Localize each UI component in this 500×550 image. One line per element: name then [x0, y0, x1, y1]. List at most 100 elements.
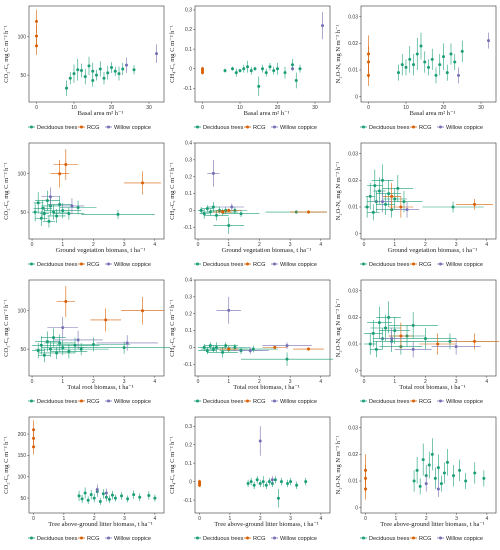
y-axis-label: N₂O-N, mg N m⁻² h⁻¹: [335, 436, 342, 495]
y-tick-label: 0.2: [185, 27, 192, 33]
legend-label-willow: Willow coppice: [114, 399, 151, 405]
y-axis-label: N₂O-N, mg N m⁻² h⁻¹: [335, 25, 342, 84]
y-tick-label: 0.1: [185, 461, 192, 467]
scatter-plot: 0 10 20 30 -0.1 0 0.1 0.2 0.3 Basal area m² h⁻¹ CH…: [169, 5, 331, 131]
data-point: [221, 350, 225, 354]
data-point: [104, 491, 108, 495]
plot-frame: [360, 5, 497, 103]
series-deciduous: [32, 328, 171, 363]
data-point: [58, 341, 62, 345]
data-point: [227, 224, 231, 228]
data-point: [238, 69, 242, 73]
data-point: [487, 39, 490, 43]
x-axis-label: Tree above-ground litter biomass, t ha⁻¹: [48, 521, 152, 528]
data-point: [91, 69, 95, 73]
x-axis-label: Basal area m² h⁻¹: [78, 110, 124, 117]
x-axis-label: Ground vegetation biomass, t ha⁻¹: [56, 247, 146, 254]
scatter-plot: 0 10 20 30 0 0.01 0.02 0.03 Basal area m² h⁻¹ N₂O…: [335, 5, 497, 131]
data-point: [415, 468, 419, 472]
data-point: [430, 57, 434, 61]
legend-key-point: [196, 536, 199, 540]
data-point: [202, 345, 206, 349]
data-point: [205, 207, 209, 211]
data-point: [36, 349, 40, 353]
x-tick-label: 2: [259, 516, 262, 522]
data-point: [106, 71, 110, 75]
data-point: [110, 65, 113, 69]
legend-key-point: [246, 399, 249, 403]
legend-label-rcg: RCG: [253, 125, 265, 131]
legend-label-rcg: RCG: [419, 262, 431, 268]
data-point: [283, 71, 287, 75]
x-tick-label: 0: [197, 379, 200, 385]
scatter-plot: 0 1 2 3 4 -0.1 0 0.1 0.2 0.3 Tree above-ground lit…: [169, 416, 331, 542]
legend-label-willow: Willow coppice: [114, 125, 151, 131]
data-point: [76, 338, 80, 342]
x-tick-label: 3: [455, 516, 458, 522]
legend-key-point: [412, 536, 415, 540]
data-point: [155, 52, 158, 56]
x-tick-label: 30: [478, 105, 484, 111]
data-point: [457, 73, 460, 77]
legend-label-willow: Willow coppice: [280, 536, 317, 542]
series-rcg: [32, 420, 36, 455]
x-tick-label: 1: [61, 242, 64, 248]
data-point: [76, 206, 80, 210]
data-point: [448, 339, 452, 343]
data-point: [289, 480, 293, 484]
data-point: [258, 481, 262, 485]
data-point: [421, 458, 425, 462]
x-tick-label: 3: [123, 379, 126, 385]
x-tick-label: 2: [424, 379, 427, 385]
x-axis-label: Tree above-ground litter biomass, t ha⁻¹: [214, 521, 318, 528]
data-point: [201, 67, 204, 71]
data-point: [415, 52, 419, 56]
data-point: [298, 67, 302, 71]
data-point: [452, 474, 456, 478]
legend-label-willow: Willow coppice: [446, 125, 483, 131]
legend-key-point: [107, 536, 110, 540]
y-tick-label: -0.1: [183, 86, 192, 92]
legend-label-deciduous: Deciduous trees: [37, 399, 78, 405]
series-willow: [424, 475, 440, 497]
data-point: [239, 212, 243, 216]
data-point: [132, 493, 136, 497]
chart-panel: 0 1 2 3 4 0 0.01 0.02 0.03 Ground vegetation biom…: [334, 139, 500, 276]
y-tick-label: 0.3: [185, 158, 192, 164]
data-point: [276, 67, 279, 71]
x-tick-label: 0: [31, 242, 34, 248]
data-point: [87, 64, 91, 68]
y-tick-label: 200: [18, 432, 27, 438]
data-point: [393, 329, 397, 333]
data-point: [252, 483, 256, 487]
series-willow: [291, 11, 324, 71]
data-point: [442, 55, 445, 59]
data-point: [227, 308, 231, 312]
y-axis-label: CH₄-C, mg C m⁻² h⁻¹: [169, 25, 176, 83]
plot-frame: [28, 279, 165, 377]
data-point: [402, 200, 406, 204]
legend-label-rcg: RCG: [419, 125, 431, 131]
x-tick-label: 2: [92, 242, 95, 248]
legend-key-point: [439, 125, 442, 129]
series-willow: [258, 426, 274, 484]
series-rcg: [367, 35, 370, 86]
data-point: [279, 480, 283, 484]
data-point: [61, 209, 65, 213]
legend-key-point: [196, 125, 199, 129]
data-point: [473, 471, 477, 475]
data-point: [104, 318, 108, 322]
data-point: [396, 186, 400, 190]
x-tick-label: 0: [197, 242, 200, 248]
legend-key-point: [246, 262, 249, 266]
data-point: [80, 497, 84, 501]
data-point: [42, 353, 46, 357]
y-tick-label: 100: [18, 474, 27, 480]
data-point: [102, 76, 106, 80]
legend-key-point: [412, 399, 415, 403]
scatter-plot: 0 1 2 3 4 0 0.01 0.02 0.03 Total root biomass, t …: [335, 279, 500, 405]
legend-label-willow: Willow coppice: [446, 536, 483, 542]
data-point: [45, 199, 49, 203]
data-point: [400, 63, 404, 67]
chart-panel: 0 1 2 3 4 -0.1 0 0.1 0.2 0.3 0.4 Ground vegetation …: [168, 139, 334, 276]
